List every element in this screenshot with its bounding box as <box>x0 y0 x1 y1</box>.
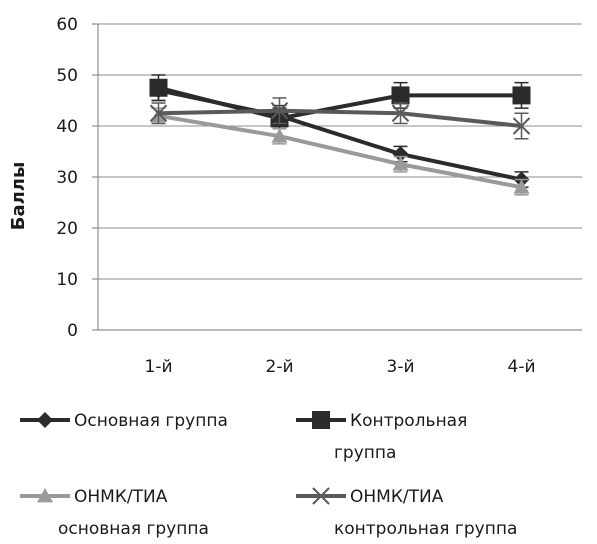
y-tick-label: 20 <box>56 219 78 239</box>
y-tick-label: 60 <box>56 15 78 35</box>
legend-marker <box>312 411 330 429</box>
legend-marker <box>37 488 53 503</box>
data-point <box>392 146 409 163</box>
y-tick-label: 50 <box>56 66 78 86</box>
y-axis-title: Баллы <box>8 162 29 231</box>
series-line <box>158 113 522 190</box>
legend-label: Контрольная <box>350 411 467 431</box>
x-axis-ticks: 1-й 2-й 3-й 4-й <box>145 357 536 377</box>
data-point <box>392 156 409 171</box>
series-line <box>158 88 522 182</box>
gridlines <box>92 23 582 331</box>
data-point <box>271 128 288 143</box>
data-point <box>149 78 168 97</box>
legend-label: Основная группа <box>74 411 228 431</box>
series <box>149 74 531 196</box>
data-point <box>270 101 289 120</box>
y-tick-label: 30 <box>56 168 78 188</box>
x-tick-label: 4-й <box>508 357 536 377</box>
data-point <box>149 104 168 122</box>
legend-entry: Основная группа <box>20 411 228 431</box>
data-point <box>513 179 530 194</box>
data-point <box>391 86 410 105</box>
legend-entry: ОНМК/ТИА основная группа <box>20 487 209 539</box>
y-tick-label: 40 <box>56 117 78 137</box>
x-tick-label: 3-й <box>387 357 415 377</box>
legend-entry: ОНМК/ТИА контрольная группа <box>296 487 517 539</box>
legend-marker <box>37 412 53 428</box>
series-4 <box>149 97 531 140</box>
y-tick-label: 10 <box>56 270 78 290</box>
legend-label: ОНМК/ТИА <box>350 487 444 507</box>
data-point <box>512 86 531 105</box>
data-point <box>391 104 410 122</box>
y-axis-ticks: 0 10 20 30 40 50 60 <box>56 15 78 341</box>
legend-label: ОНМК/ТИА <box>74 487 168 507</box>
legend: Основная группа Контрольная группа ОНМК/ТИА… <box>20 411 517 539</box>
legend-label: основная группа <box>58 519 209 539</box>
legend-entry: Контрольная группа <box>296 411 467 463</box>
legend-marker <box>312 487 330 505</box>
series-line <box>158 108 522 128</box>
legend-label: группа <box>334 443 396 463</box>
x-tick-label: 2-й <box>266 357 294 377</box>
legend-label: контрольная группа <box>334 519 517 539</box>
x-tick-label: 1-й <box>145 357 173 377</box>
series-line <box>158 85 522 121</box>
y-tick-label: 0 <box>67 321 78 341</box>
data-point <box>512 117 531 135</box>
